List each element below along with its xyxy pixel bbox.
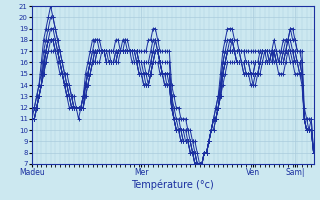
- X-axis label: Température (°c): Température (°c): [132, 180, 214, 190]
